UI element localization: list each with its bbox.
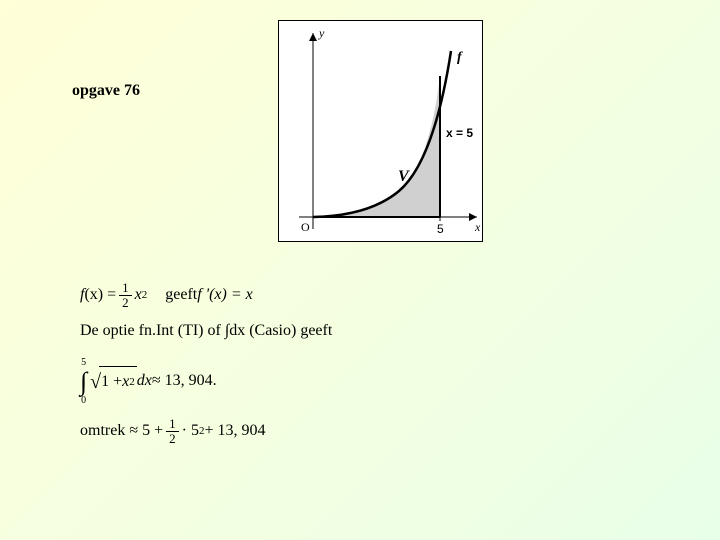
line2-text: De optie fn.Int (TI) of ∫dx (Casio) geef…: [80, 316, 332, 346]
sqrt-body: 1 + x2: [99, 366, 137, 397]
int-lower: 0: [81, 391, 86, 410]
integral-symbol: 5 ∫ 0: [80, 353, 87, 411]
shaded-region: [313, 76, 440, 217]
math-content: f(x) = 1 2 x2 geeft f '(x) = x De optie …: [80, 280, 332, 453]
fraction-half-2: 1 2: [166, 417, 179, 445]
slide-title: opgave 76: [72, 82, 140, 100]
fx-arg: (x) =: [84, 280, 116, 310]
x-tick-label: 5: [437, 222, 444, 236]
sqrt-1plus: 1 +: [101, 367, 122, 397]
dot-5: · 5: [182, 416, 199, 446]
vertical-line-label: x = 5: [446, 126, 473, 140]
approx-value-1: ≈ 13, 904.: [152, 366, 217, 396]
sqrt-x: x: [122, 367, 129, 397]
function-graph: y x f V x = 5 5 O: [278, 20, 483, 242]
dx: dx: [137, 366, 152, 396]
integral-expr: 5 ∫ 0 √ 1 + x2 dx: [80, 353, 152, 411]
x-exp-2: 2: [142, 285, 148, 306]
curve-label: f: [457, 50, 463, 65]
omtrek-suffix: + 13, 904: [204, 416, 265, 446]
origin-label: O: [301, 220, 310, 234]
omtrek-prefix: omtrek ≈ 5 +: [80, 416, 163, 446]
sqrt-x-exp: 2: [129, 372, 135, 393]
geeft-text: geeft: [165, 280, 197, 310]
y-axis-label: y: [318, 26, 325, 40]
x-var: x: [135, 280, 142, 310]
x-axis-label: x: [474, 220, 481, 234]
line-3: 5 ∫ 0 √ 1 + x2 dx ≈ 13, 904.: [80, 353, 332, 411]
line-2: De optie fn.Int (TI) of ∫dx (Casio) geef…: [80, 316, 332, 346]
line-4: omtrek ≈ 5 + 1 2 · 52 + 13, 904: [80, 416, 332, 446]
frac2-num: 1: [166, 417, 179, 432]
frac2-den: 2: [166, 432, 179, 446]
line-1: f(x) = 1 2 x2 geeft f '(x) = x: [80, 280, 332, 310]
fraction-half-1: 1 2: [119, 281, 132, 309]
frac1-num: 1: [119, 281, 132, 296]
int-sign: ∫: [80, 372, 87, 392]
sqrt-expr: √ 1 + x2: [90, 363, 137, 401]
region-label: V: [398, 168, 410, 185]
y-axis-arrow: [309, 33, 317, 41]
fprime: f '(x) = x: [197, 280, 253, 310]
frac1-den: 2: [119, 296, 132, 310]
